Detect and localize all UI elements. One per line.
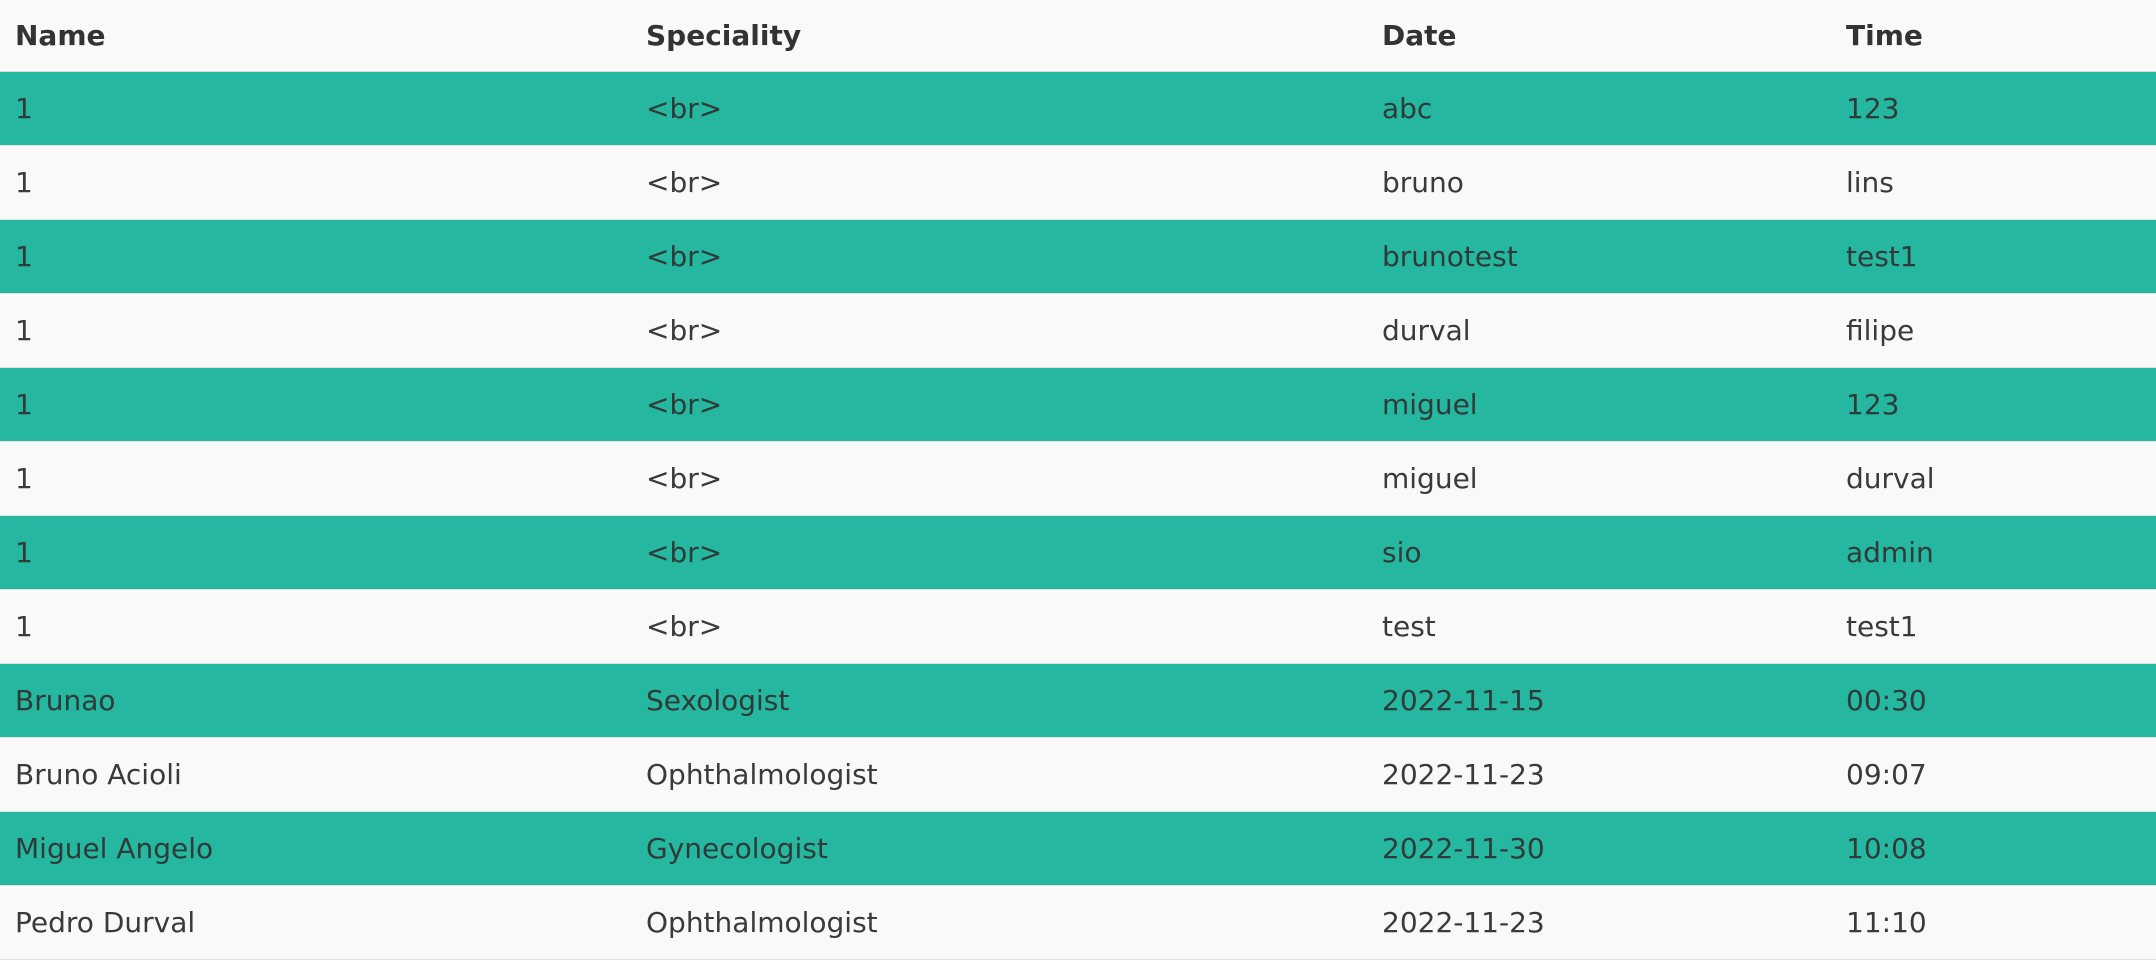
- cell-speciality: <br>: [631, 589, 1367, 664]
- cell-name: 1: [0, 441, 631, 516]
- cell-date: sio: [1367, 515, 1831, 590]
- cell-speciality: Gynecologist: [631, 811, 1367, 886]
- table-row: Pedro Durval Ophthalmologist 2022-11-23 …: [0, 885, 2156, 960]
- table-row: 1 <br> durval filipe: [0, 293, 2156, 368]
- table-row: 1 <br> abc 123: [0, 71, 2156, 146]
- table-body: 1 <br> abc 123 1 <br> bruno lins 1 <br> …: [0, 71, 2156, 960]
- cell-date: 2022-11-15: [1367, 663, 1831, 738]
- cell-time: 123: [1831, 367, 2156, 442]
- cell-time: test1: [1831, 219, 2156, 294]
- cell-time: 123: [1831, 71, 2156, 146]
- cell-name: 1: [0, 219, 631, 294]
- cell-speciality: Sexologist: [631, 663, 1367, 738]
- cell-speciality: Ophthalmologist: [631, 885, 1367, 960]
- table-row: 1 <br> sio admin: [0, 515, 2156, 590]
- column-header-name: Name: [0, 0, 631, 72]
- cell-date: brunotest: [1367, 219, 1831, 294]
- cell-speciality: <br>: [631, 293, 1367, 368]
- cell-speciality: <br>: [631, 145, 1367, 220]
- table-row: 1 <br> brunotest test1: [0, 219, 2156, 294]
- header-row: Name Speciality Date Time: [0, 0, 2156, 72]
- cell-time: 11:10: [1831, 885, 2156, 960]
- cell-time: filipe: [1831, 293, 2156, 368]
- cell-name: 1: [0, 293, 631, 368]
- cell-speciality: Ophthalmologist: [631, 737, 1367, 812]
- cell-date: durval: [1367, 293, 1831, 368]
- cell-time: 10:08: [1831, 811, 2156, 886]
- cell-name: 1: [0, 71, 631, 146]
- table-row: Miguel Angelo Gynecologist 2022-11-30 10…: [0, 811, 2156, 886]
- cell-time: test1: [1831, 589, 2156, 664]
- cell-time: lins: [1831, 145, 2156, 220]
- cell-name: Pedro Durval: [0, 885, 631, 960]
- cell-name: 1: [0, 145, 631, 220]
- cell-date: 2022-11-30: [1367, 811, 1831, 886]
- cell-name: Bruno Acioli: [0, 737, 631, 812]
- cell-speciality: <br>: [631, 219, 1367, 294]
- column-header-time: Time: [1831, 0, 2156, 72]
- cell-speciality: <br>: [631, 71, 1367, 146]
- cell-name: 1: [0, 367, 631, 442]
- cell-time: 09:07: [1831, 737, 2156, 812]
- table-row: 1 <br> miguel 123: [0, 367, 2156, 442]
- table-row: 1 <br> miguel durval: [0, 441, 2156, 516]
- column-header-date: Date: [1367, 0, 1831, 72]
- cell-date: test: [1367, 589, 1831, 664]
- table-row: 1 <br> test test1: [0, 589, 2156, 664]
- cell-date: abc: [1367, 71, 1831, 146]
- cell-date: 2022-11-23: [1367, 737, 1831, 812]
- table-row: 1 <br> bruno lins: [0, 145, 2156, 220]
- cell-time: durval: [1831, 441, 2156, 516]
- cell-time: admin: [1831, 515, 2156, 590]
- cell-name: Brunao: [0, 663, 631, 738]
- cell-speciality: <br>: [631, 515, 1367, 590]
- cell-name: 1: [0, 515, 631, 590]
- cell-time: 00:30: [1831, 663, 2156, 738]
- table-row: Bruno Acioli Ophthalmologist 2022-11-23 …: [0, 737, 2156, 812]
- cell-name: 1: [0, 589, 631, 664]
- table-header: Name Speciality Date Time: [0, 0, 2156, 72]
- table-row: Brunao Sexologist 2022-11-15 00:30: [0, 663, 2156, 738]
- cell-date: 2022-11-23: [1367, 885, 1831, 960]
- cell-date: miguel: [1367, 367, 1831, 442]
- column-header-speciality: Speciality: [631, 0, 1367, 72]
- cell-speciality: <br>: [631, 441, 1367, 516]
- cell-date: bruno: [1367, 145, 1831, 220]
- cell-speciality: <br>: [631, 367, 1367, 442]
- cell-name: Miguel Angelo: [0, 811, 631, 886]
- cell-date: miguel: [1367, 441, 1831, 516]
